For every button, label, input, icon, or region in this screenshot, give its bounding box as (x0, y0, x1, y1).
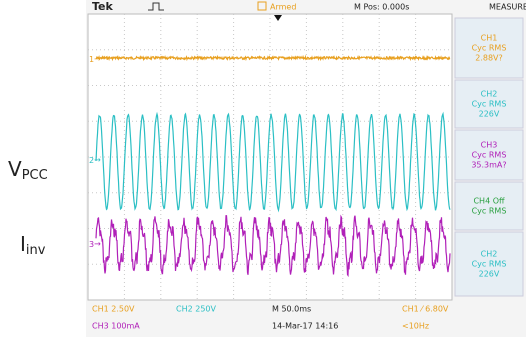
side-label: VPCC (8, 157, 48, 183)
side-label: Iinv (20, 232, 46, 258)
panel-title: MEASURE (489, 3, 526, 12)
measure-line: 226V (479, 270, 500, 279)
timebase: M 50.0ms (272, 305, 311, 314)
measure-line: 35.3mA? (471, 161, 506, 170)
measure-line: CH1 (481, 34, 498, 43)
ch3-scale: CH3 100mA (92, 322, 140, 331)
date: 14-Mar-17 14:16 (272, 322, 338, 331)
trigger: CH1 ⁄ 6.80V (402, 305, 449, 314)
position: M Pos: 0.000s (354, 3, 409, 12)
measure-line: CH2 (481, 250, 498, 259)
measure-line: Cyc RMS (472, 44, 507, 53)
measure-line: Cyc RMS (472, 100, 507, 109)
ch1-trace (96, 57, 450, 59)
channel-marker: 3→ (89, 240, 101, 249)
frequency: <10Hz (402, 322, 429, 331)
measure-line: Cyc RMS (472, 151, 507, 160)
channel-marker: 2→ (89, 156, 101, 165)
measure-line: CH3 (481, 141, 498, 150)
screen: VPCC Iinv Tek Armed M Pos: 0.000s MEASUR… (0, 0, 526, 337)
ch2-scale: CH2 250V (176, 305, 217, 314)
measure-line: Cyc RMS (472, 260, 507, 269)
measure-line: CH4 Off (473, 197, 505, 206)
measure-line: 226V (479, 110, 500, 119)
measure-line: 2.88V? (475, 54, 503, 63)
status: Armed (270, 3, 296, 12)
brand: Tek (92, 0, 114, 13)
ch1-scale: CH1 2.50V (92, 305, 135, 314)
measure-line: CH2 (481, 90, 498, 99)
measure-line: Cyc RMS (472, 207, 507, 216)
